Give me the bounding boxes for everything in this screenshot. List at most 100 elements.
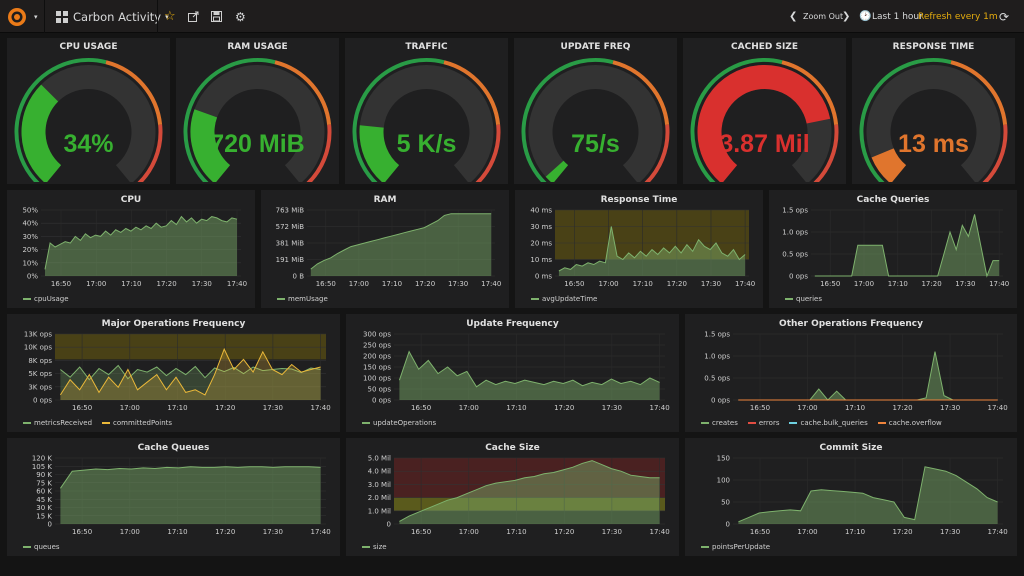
legend-item[interactable]: cache.bulk_queries — [789, 419, 868, 427]
series-area-pointsPerUpdate — [738, 466, 998, 524]
legend-item[interactable]: cache.overflow — [877, 419, 942, 427]
gauge-title[interactable]: CACHED SIZE — [731, 42, 798, 52]
legend-item[interactable]: pointsPerUpdate — [701, 543, 770, 551]
gauge-threshold-arc — [612, 60, 670, 125]
legend-label: memUsage — [288, 295, 328, 303]
panel-title[interactable]: Cache Size — [485, 443, 540, 453]
series-area-avgUpdateTime — [558, 226, 746, 276]
legend-item[interactable]: queues — [23, 543, 60, 551]
chevron-left-icon[interactable]: ❮ — [789, 11, 798, 22]
legend-item[interactable]: errors — [747, 419, 779, 427]
y-tick-label: 4.0 Mil — [368, 468, 391, 476]
save-icon[interactable] — [211, 0, 222, 33]
y-tick-label: 100 — [717, 477, 730, 485]
refresh-interval[interactable]: Refresh every 1m — [918, 11, 998, 22]
star-icon[interactable]: ☆ — [164, 9, 176, 24]
gauge-dial — [521, 58, 670, 182]
zoom-out-button[interactable]: Zoom Out — [803, 12, 844, 21]
graph-legend: size — [362, 543, 387, 551]
y-tick-label: 10% — [22, 259, 38, 267]
panel-title[interactable]: RAM — [373, 195, 397, 205]
x-tick-label: 17:40 — [310, 528, 330, 536]
y-tick-label: 10K ops — [24, 344, 52, 352]
gauge-threshold-arc — [306, 124, 332, 182]
x-tick-label: 16:50 — [411, 528, 431, 536]
y-tick-label: 20 ms — [530, 240, 552, 248]
panel-title[interactable]: CPU — [120, 195, 142, 205]
y-tick-label: 0 ops — [372, 397, 391, 405]
gauge-title[interactable]: TRAFFIC — [405, 42, 448, 52]
x-tick-label: 17:40 — [988, 404, 1008, 412]
chevron-right-icon[interactable]: ❯ — [842, 11, 851, 22]
gauge-title[interactable]: RESPONSE TIME — [892, 42, 975, 52]
y-tick-label: 1.5 ops — [704, 331, 730, 339]
legend-label: committedPoints — [113, 419, 173, 427]
graph-panel: Cache Size 0 1.0 Mil 2.0 Mil 3.0 Mil 4.0 Mil 5… — [346, 438, 679, 556]
y-tick-label: 381 MiB — [276, 240, 305, 248]
gauge-dial — [352, 58, 501, 182]
panel-title[interactable]: Response Time — [600, 195, 678, 205]
panel-title[interactable]: Major Operations Frequency — [101, 319, 246, 329]
graph-canvas: 0 50 100 150 16:50 17:00 17:10 17:20 17:30 17:40 — [717, 455, 1008, 537]
x-tick-label: 17:20 — [415, 280, 435, 288]
dashboard-grid-icon — [56, 10, 68, 23]
graph-panel: Response Time 0 ms 10 ms 20 ms 30 ms 40 ms 16:… — [515, 190, 763, 308]
gauge-threshold-arc — [14, 58, 107, 182]
y-tick-label: 1.0 Mil — [368, 507, 391, 515]
gauge-title[interactable]: UPDATE FREQ — [560, 42, 631, 52]
x-tick-label: 17:20 — [215, 404, 235, 412]
y-tick-label: 1.0 ops — [782, 229, 808, 237]
legend-item[interactable]: metricsReceived — [23, 419, 92, 427]
x-tick-label: 17:20 — [215, 528, 235, 536]
legend-item[interactable]: cpuUsage — [23, 295, 69, 303]
legend-swatch — [785, 298, 793, 300]
legend-item[interactable]: queries — [785, 295, 822, 303]
x-tick-label: 17:40 — [988, 528, 1008, 536]
gauge-title[interactable]: CPU USAGE — [59, 42, 118, 52]
legend-swatch — [877, 422, 886, 424]
legend-item[interactable]: avgUpdateTime — [531, 295, 597, 303]
y-tick-label: 1.5 ops — [782, 207, 808, 215]
legend-swatch — [747, 422, 756, 424]
legend-item[interactable]: creates — [701, 419, 738, 427]
grafana-logo-menu[interactable]: ▾ — [6, 0, 38, 33]
y-tick-label: 0 ops — [789, 273, 808, 281]
x-tick-label: 17:00 — [598, 280, 618, 288]
panel-title[interactable]: Commit Size — [819, 443, 883, 453]
legend-item[interactable]: size — [362, 543, 387, 551]
gauge-panel: CPU USAGE 34% — [7, 38, 170, 184]
legend-label: metricsReceived — [34, 419, 93, 427]
share-icon[interactable] — [188, 0, 199, 33]
panel-title[interactable]: Cache Queues — [137, 443, 210, 453]
y-tick-label: 0 — [726, 521, 730, 529]
panel-title[interactable]: Other Operations Frequency — [779, 319, 923, 329]
graph-canvas: 0 1.0 Mil 2.0 Mil 3.0 Mil 4.0 Mil 5.0 Mil 16:5… — [368, 455, 670, 537]
legend-item[interactable]: updateOperations — [362, 419, 436, 427]
refresh-icon[interactable]: ⟳ — [999, 9, 1010, 24]
time-range-picker[interactable]: Last 1 hour — [872, 11, 923, 22]
y-tick-label: 30% — [22, 233, 38, 241]
gauge-threshold-arc — [475, 124, 501, 182]
panel-title[interactable]: Cache Queries — [856, 195, 930, 205]
gauge-title[interactable]: RAM USAGE — [227, 42, 288, 52]
gauge-fill-arc — [545, 160, 569, 182]
x-tick-label: 17:30 — [602, 404, 622, 412]
gauge-threshold-arc — [352, 58, 445, 182]
legend-label: queries — [796, 295, 822, 303]
top-navbar: ▾ Carbon Activity ▾ ☆ ⚙ ❮ Zoom Out ❯ 🕑 L… — [0, 0, 1024, 33]
legend-item[interactable]: memUsage — [277, 295, 328, 303]
dashboard-picker[interactable]: Carbon Activity ▾ — [56, 0, 169, 33]
y-tick-label: 13K ops — [24, 331, 52, 339]
clock-icon: 🕑 — [859, 11, 872, 22]
gauge-dial — [183, 58, 332, 182]
x-tick-label: 17:10 — [888, 280, 908, 288]
gear-icon[interactable]: ⚙ — [235, 9, 246, 24]
legend-item[interactable]: committedPoints — [102, 419, 172, 427]
gauge-panel: CACHED SIZE 3.87 Mil — [683, 38, 846, 184]
y-tick-label: 50 — [721, 499, 730, 507]
panel-title[interactable]: Update Frequency — [466, 319, 559, 329]
series-area-cpuUsage — [45, 216, 237, 276]
y-tick-label: 15 K — [36, 512, 52, 520]
graph-legend: updateOperations — [362, 419, 436, 427]
gauge-fill-arc — [359, 125, 400, 182]
